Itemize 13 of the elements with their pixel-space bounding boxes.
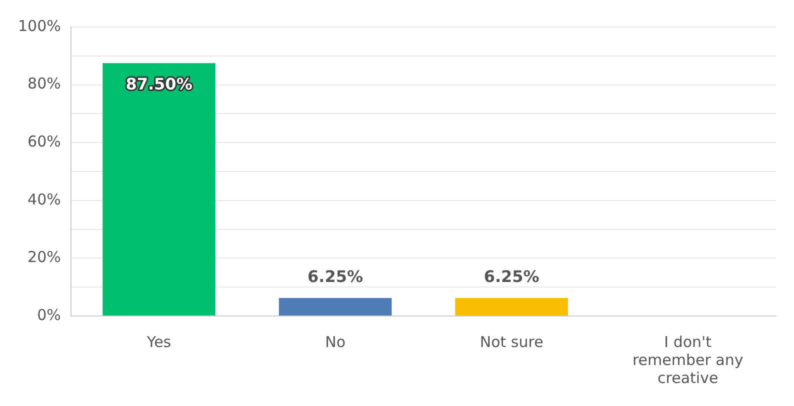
data-label: 6.25% — [484, 267, 540, 286]
y-tick-label: 100% — [18, 16, 61, 35]
x-tick-label: I don't remember any creative — [632, 332, 744, 387]
data-label: 6.25% — [308, 267, 364, 286]
y-tick-label: 20% — [28, 248, 61, 266]
y-tick-label: 80% — [28, 74, 61, 93]
y-tick-label: 40% — [28, 190, 61, 208]
x-tick-label: No — [325, 332, 346, 351]
y-tick-label: 0% — [37, 306, 61, 324]
x-tick-label: Not sure — [480, 332, 544, 351]
data-label: 87.50% — [126, 74, 192, 94]
y-tick-label: 60% — [28, 132, 61, 150]
x-tick-label: Yes — [146, 332, 172, 351]
